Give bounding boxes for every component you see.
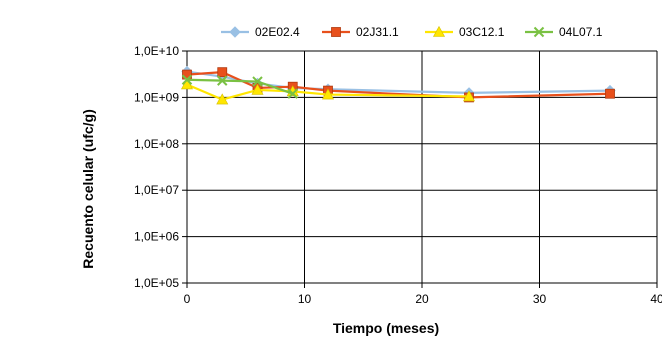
- data-point: [181, 74, 193, 85]
- data-point: [605, 88, 615, 99]
- legend-swatch-marker: [432, 25, 446, 37]
- series-03C12.1: [180, 78, 476, 105]
- grid-layer: [187, 50, 658, 284]
- y-tick-label: 1,0E+06: [134, 230, 179, 244]
- data-point: [217, 67, 228, 78]
- legend-swatch-marker: [533, 26, 545, 38]
- y-tick-label: 1,0E+09: [134, 90, 179, 104]
- y-tick-label: 1,0E+08: [134, 137, 179, 151]
- series-line: [186, 83, 470, 101]
- data-point: [462, 90, 476, 102]
- x-tick-label: 10: [298, 292, 312, 306]
- legend-label: 02J31.1: [356, 25, 399, 39]
- legend-layer: 02E02.4 02J31.1 03C12.1 04L07.1: [221, 25, 603, 39]
- y-axis-title: Recuento celular (ufc/g): [80, 109, 96, 268]
- data-point: [252, 76, 263, 87]
- legend-item-02E02.4: 02E02.4: [221, 25, 300, 39]
- x-marker-stroke: [181, 74, 193, 85]
- x-tick-label: 0: [184, 292, 191, 306]
- x-tick-label: 40: [650, 292, 662, 306]
- y-tick-label: 1,0E+07: [134, 183, 179, 197]
- series-line: [186, 71, 611, 99]
- axes-layer: 1,0E+05 1,0E+06 1,0E+07 1,0E+08 1,0E+09 1,0E+…: [134, 44, 662, 306]
- data-point: [180, 78, 194, 90]
- legend-swatch-marker: [331, 27, 341, 37]
- x-marker-stroke: [287, 88, 298, 99]
- legend-item-04L07.1: 04L07.1: [525, 25, 603, 39]
- legend-label: 03C12.1: [459, 25, 505, 39]
- legend-label: 02E02.4: [255, 25, 300, 39]
- legend-item-02J31.1: 02J31.1: [322, 25, 399, 39]
- series-line: [186, 78, 294, 95]
- x-tick-label: 20: [415, 292, 429, 306]
- series-layer: [180, 65, 616, 105]
- y-tick-label: 1,0E+05: [134, 276, 179, 290]
- x-marker-stroke: [217, 75, 228, 86]
- x-axis-title: Tiempo (meses): [333, 320, 439, 336]
- series-02J31.1: [182, 67, 615, 103]
- y-tick-label: 1,0E+10: [134, 44, 179, 58]
- x-marker-stroke: [252, 76, 263, 87]
- data-point: [321, 88, 335, 100]
- series-04L07.1: [181, 74, 298, 99]
- data-point: [251, 83, 264, 95]
- data-point: [217, 75, 228, 86]
- x-tick-label: 30: [533, 292, 547, 306]
- legend-label: 04L07.1: [559, 25, 603, 39]
- data-point: [287, 88, 298, 99]
- legend-item-03C12.1: 03C12.1: [425, 25, 505, 39]
- x-marker-stroke: [533, 26, 545, 38]
- legend-swatch-marker: [229, 26, 241, 38]
- data-point: [216, 93, 229, 105]
